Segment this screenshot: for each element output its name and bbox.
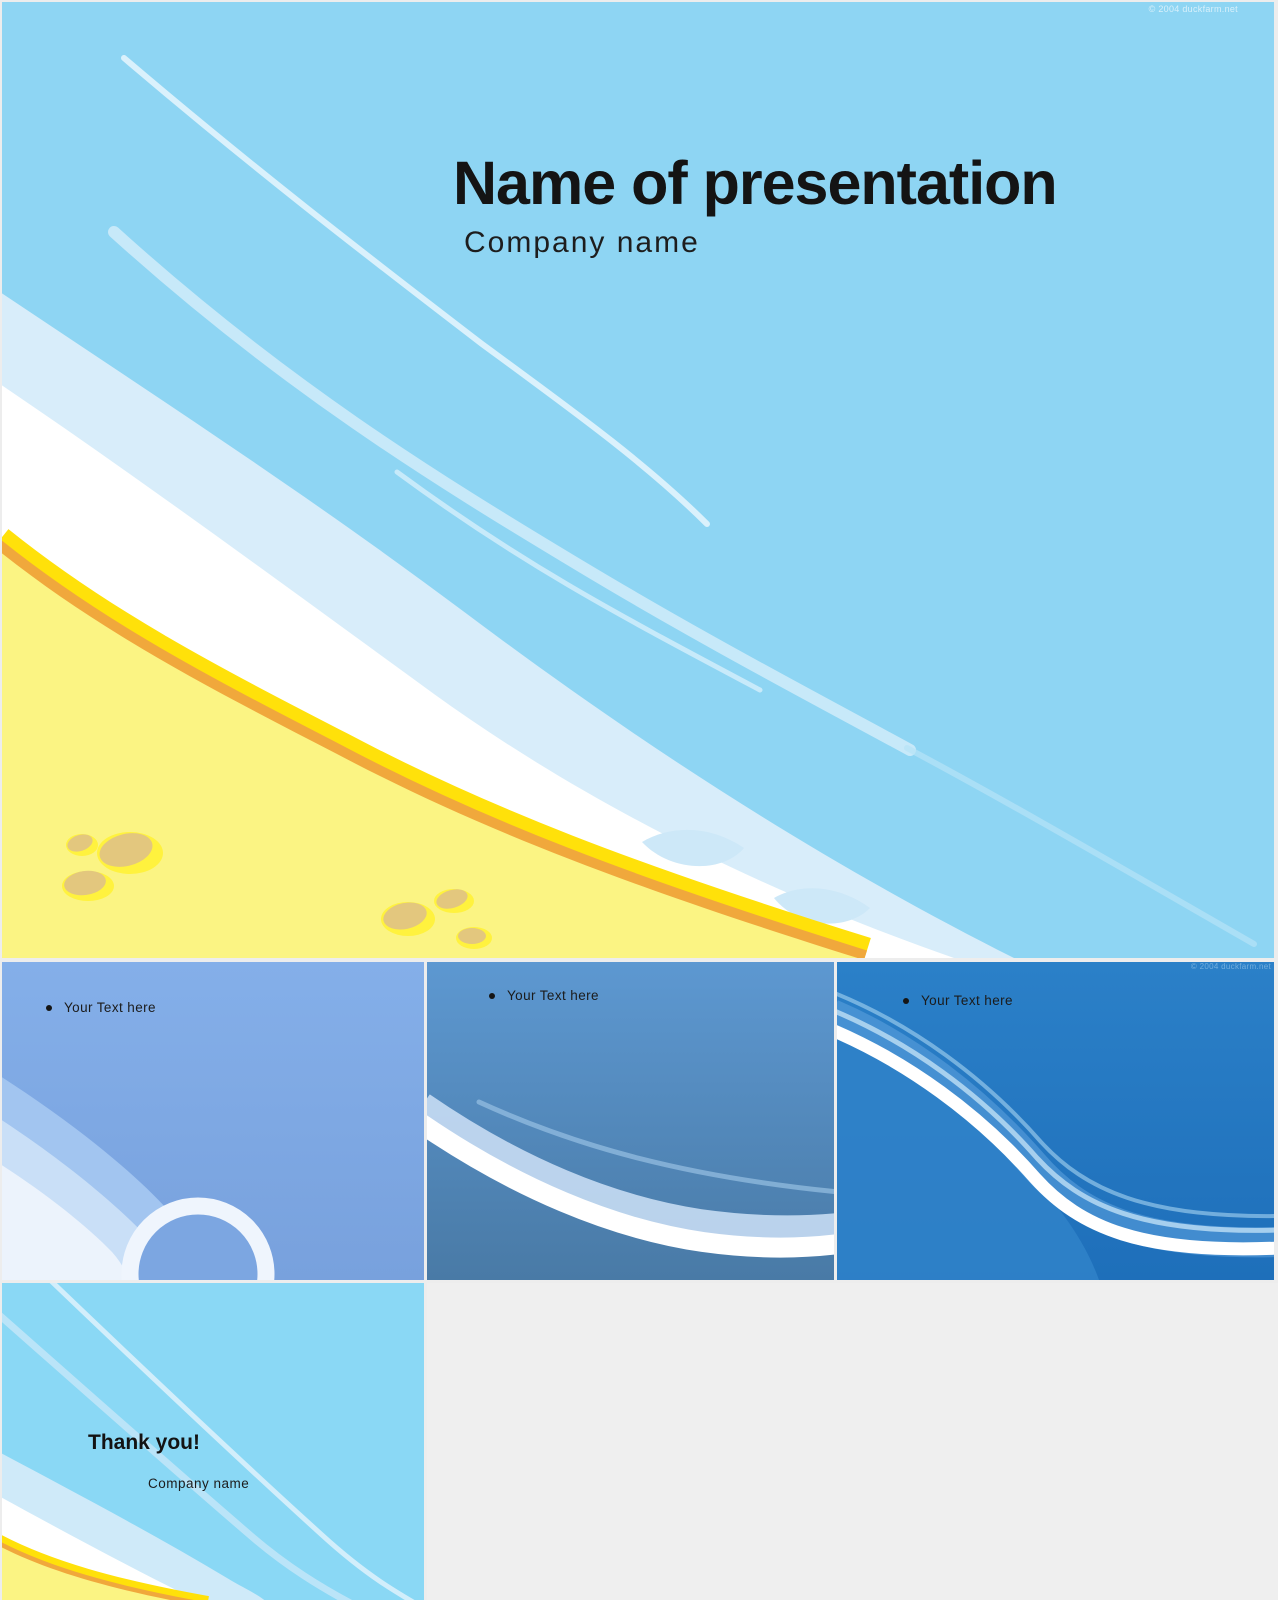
sand-shape (2, 553, 858, 958)
sand-shape (2, 1547, 171, 1600)
sky-streak (394, 469, 763, 693)
shore-orange-stripe (2, 1542, 194, 1600)
wave-artwork (837, 962, 1274, 1280)
beach-artwork (2, 2, 1274, 958)
content-slide-2-preview[interactable]: Your Text here (427, 962, 834, 1280)
wave-wedge (837, 1024, 1099, 1280)
presentation-title: Name of presentation (453, 149, 1058, 217)
empty-background-area (427, 1283, 1278, 1600)
company-name: Company name (464, 226, 700, 259)
bullet-dot (903, 998, 909, 1004)
bullet-text: Your Text here (507, 988, 599, 1003)
copyright-watermark: © 2004 duckfarm.net (1148, 4, 1238, 14)
wave-white-stripe (427, 1115, 834, 1258)
sky-streak (476, 1099, 834, 1194)
wave-artwork (2, 962, 424, 1280)
closing-company-name: Company name (148, 1476, 250, 1491)
wave-band (427, 1094, 834, 1254)
closing-slide-preview[interactable]: Thank you! Company name (2, 1283, 424, 1600)
sky-streak (904, 745, 1257, 947)
sky-streak (121, 55, 710, 527)
wave-white-swoosh (837, 1025, 1274, 1256)
beach-artwork (2, 1283, 424, 1600)
sky-streak (49, 1283, 415, 1600)
wave-curl-center (138, 1214, 258, 1280)
bullet-item: Your Text here (46, 1000, 156, 1015)
wave-thin-line (837, 991, 1274, 1219)
content-slide-1-preview[interactable]: Your Text here (2, 962, 424, 1280)
wave-thin-line (837, 1009, 1274, 1233)
bullet-dot (489, 993, 495, 999)
foam-patch (774, 888, 870, 924)
wave-artwork (427, 962, 834, 1280)
bullet-item: Your Text here (489, 988, 599, 1003)
wave-band (2, 1165, 129, 1280)
pebbles (62, 832, 492, 949)
copyright-watermark: © 2004 duckfarm.net (1190, 962, 1271, 971)
foam-patch (642, 829, 744, 867)
shore-orange-stripe (2, 540, 867, 958)
content-slide-3-preview[interactable]: Your Text here © 2004 duckfarm.net (837, 962, 1274, 1280)
bullet-text: Your Text here (921, 993, 1013, 1008)
bullet-dot (46, 1005, 52, 1011)
wave-curl-ring (121, 1197, 275, 1280)
wave-band (837, 1000, 1274, 1258)
closing-title: Thank you! (88, 1431, 201, 1454)
bullet-item: Your Text here (903, 993, 1013, 1008)
title-slide-preview[interactable]: Name of presentation Company name © 2004… (2, 2, 1274, 958)
sky-streak (2, 1312, 353, 1600)
sky-streak (108, 226, 916, 756)
bullet-text: Your Text here (64, 1000, 156, 1015)
